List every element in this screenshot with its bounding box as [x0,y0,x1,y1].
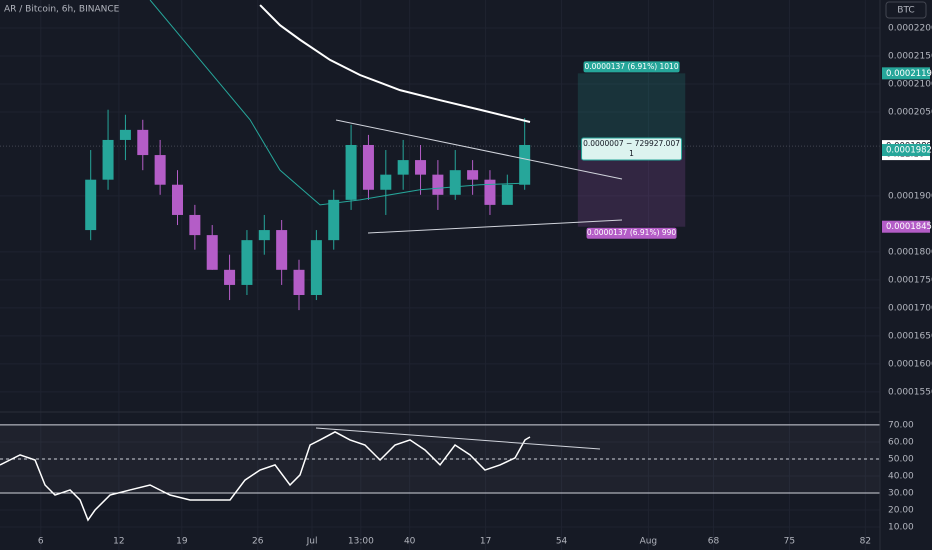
y-tick-label: 0.0002200 [888,23,932,33]
x-tick-label: 54 [556,537,568,547]
candle-body [137,129,149,156]
x-tick-label: 19 [176,537,188,547]
candle-body [206,235,218,270]
y-tick-label: 20.00 [888,506,914,516]
price-badge [882,67,930,80]
target-label: 0.0000137 (6.91%) 1010 [585,62,679,71]
y-tick-label: 0.0001600 [888,359,932,369]
x-tick-label: 26 [252,537,264,547]
currency-label[interactable]: BTC [897,6,914,16]
entry-label: 1 [629,149,634,158]
x-tick-label: 68 [708,537,720,547]
y-tick-label: 0.0001650 [888,331,932,341]
candle-body [154,155,166,185]
y-tick-label: 0.0002050 [888,107,932,117]
price-badge [882,220,930,233]
candle-body [293,269,305,296]
y-tick-label: 0.0002150 [888,51,932,61]
trendline [335,119,623,180]
candle-body [362,144,374,190]
y-tick-label: 50.00 [888,454,914,464]
price-badge-label: 0.0001845 [886,222,932,232]
entry-label: 0.0000007 − 729927.007 [583,139,680,148]
candle-body [224,269,236,285]
y-tick-label: 0.0001800 [888,247,932,257]
y-tick-label: 40.00 [888,471,914,481]
y-tick-label: 0.0001550 [888,387,932,397]
x-tick-label: 82 [860,537,871,547]
candle-body [102,139,114,180]
y-tick-label: 70.00 [888,420,914,430]
candle-body [258,230,270,241]
candle-body [501,184,513,205]
candle-body [310,240,322,296]
candle-body [519,144,531,185]
moving-average [259,4,531,124]
stop-label-box [586,227,677,239]
candle-body [467,170,479,180]
x-tick-label: Jul [306,537,318,547]
price-badge-label: 0.0002119 [886,69,932,79]
x-tick-label: 40 [404,537,416,547]
x-tick-label: 17 [480,537,491,547]
profit-zone [577,73,686,151]
drawings [315,119,623,450]
currency-button[interactable] [885,1,927,19]
rsi-line [0,431,531,522]
x-tick-label: 12 [113,537,124,547]
y-tick-label: 60.00 [888,437,914,447]
y-tick-label: 0.0001700 [888,303,932,313]
baseline-indicator [149,0,531,206]
x-tick-label: 75 [784,537,795,547]
candle-body [432,174,444,195]
symbol-title: AR / Bitcoin, 6h, BINANCE [4,5,120,15]
trendline [315,427,601,450]
candle-body [397,160,409,175]
loss-zone [577,150,686,227]
y-tick-label: 0.0001900 [888,191,932,201]
x-tick-label: 13:00 [348,537,374,547]
candle-body [449,170,461,195]
candle-body [189,214,201,236]
candle-body [328,199,340,241]
x-tick-label: 6 [38,537,44,547]
candle-body [380,174,392,190]
candle-body [345,144,357,200]
y-tick-label: 10.00 [888,523,914,533]
y-tick-label: 30.00 [888,488,914,498]
candle-body [415,160,427,175]
y-tick-label: 0.0001750 [888,275,932,285]
price-badge [882,144,930,157]
price-badge-label: 0.0001982 [886,146,932,156]
target-label-box [583,61,680,73]
y-tick-label: 0.0002100 [888,79,932,89]
candle-body [276,230,288,270]
candle-body [171,184,183,215]
stop-label: 0.0000137 (6.91%) 990 [587,228,677,237]
x-tick-label: Aug [640,537,658,547]
candle-body [484,179,496,205]
trendline [367,219,623,234]
candle-body [85,179,97,231]
candle-body [119,129,131,140]
candle-body [241,240,253,285]
entry-label-box [581,137,683,161]
